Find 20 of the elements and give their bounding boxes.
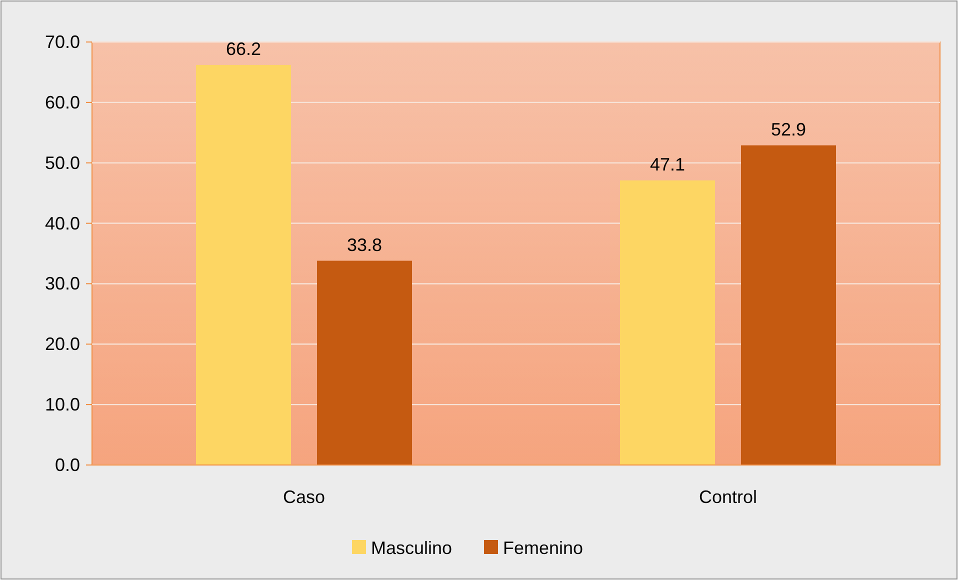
data-label: 52.9 xyxy=(770,119,806,140)
legend-label: Femenino xyxy=(503,538,584,558)
y-tick-label: 50.0 xyxy=(44,152,80,173)
y-tick-label: 30.0 xyxy=(44,274,80,294)
y-tick-label: 40.0 xyxy=(44,213,80,234)
x-tick-label: Control xyxy=(698,487,758,507)
y-tick-label: 0.0 xyxy=(54,455,80,475)
y-tick-label: 10.0 xyxy=(44,394,80,415)
bar xyxy=(317,260,412,465)
bar xyxy=(620,180,715,465)
x-tick-label: Caso xyxy=(282,487,326,507)
data-label: 47.1 xyxy=(650,154,686,174)
data-label: 33.8 xyxy=(346,234,382,255)
bar xyxy=(196,64,291,465)
bar xyxy=(741,145,836,465)
y-tick-label: 70.0 xyxy=(44,32,80,52)
legend-label: Masculino xyxy=(371,538,452,558)
y-tick-label: 20.0 xyxy=(44,334,80,354)
y-tick-label: 60.0 xyxy=(44,92,80,112)
data-label: 66.2 xyxy=(226,38,262,59)
